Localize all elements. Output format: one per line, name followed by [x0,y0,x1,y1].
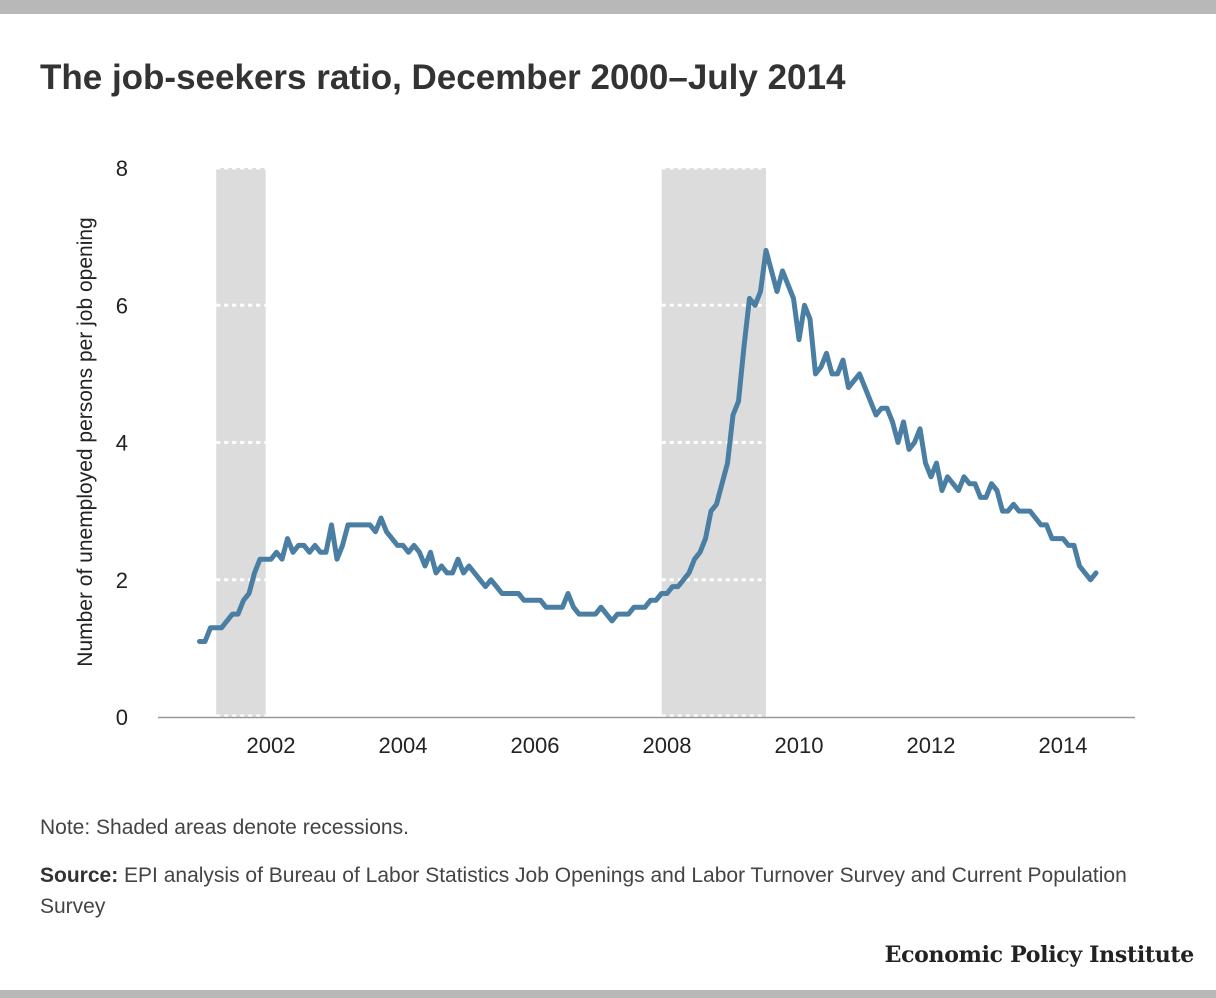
epi-logo: Economic Policy Institute [884,942,1195,968]
y-tick-label: 8 [116,156,128,181]
series-line [197,247,1099,644]
x-tick-label: 2008 [643,733,692,758]
x-tick-labels: 2002 2004 2006 2008 2010 2012 2014 [247,733,1088,758]
bottom-border [0,990,1216,998]
y-tick-label: 0 [116,705,128,730]
x-tick-label: 2012 [907,733,956,758]
x-tick-label: 2010 [775,733,824,758]
note: Note: Shaded areas denote recessions. [40,816,409,839]
x-tick-label: 2014 [1039,733,1088,758]
gridlines [216,166,766,718]
top-border [0,0,1216,14]
x-tick-label: 2006 [511,733,560,758]
recession-shading [216,168,766,717]
source-label: Source: [40,864,119,887]
y-tick-label: 6 [116,293,128,318]
y-tick-labels: 0 2 4 6 8 [116,156,128,730]
y-axis-label: Number of unemployed persons per job ope… [74,217,97,666]
source-text: EPI analysis of Bureau of Labor Statisti… [40,864,1127,918]
x-tick-label: 2002 [247,733,296,758]
chart-title: The job-seekers ratio, December 2000–Jul… [40,58,846,97]
y-tick-label: 4 [116,431,128,456]
x-tick-label: 2004 [379,733,428,758]
source: Source: EPI analysis of Bureau of Labor … [40,860,1140,922]
y-tick-label: 2 [116,568,128,593]
